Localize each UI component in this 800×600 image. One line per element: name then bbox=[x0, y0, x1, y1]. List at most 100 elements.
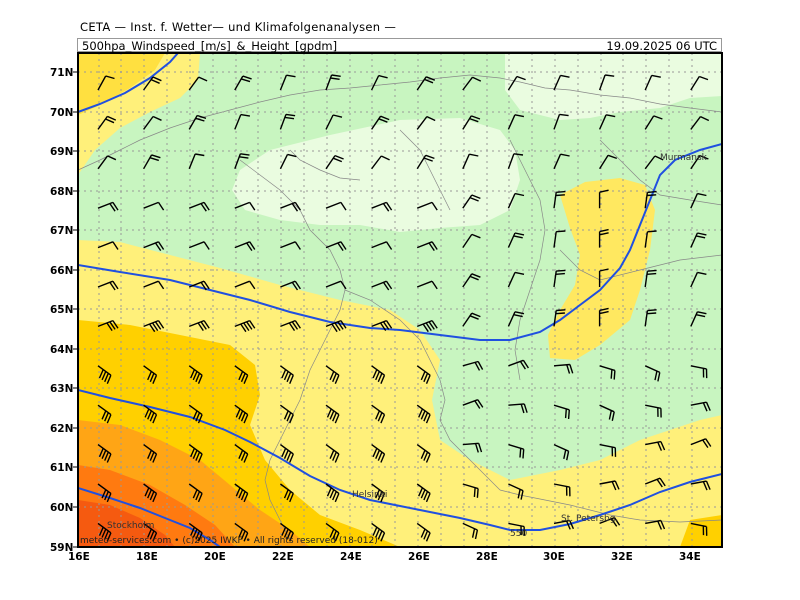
wind-barb bbox=[598, 307, 609, 327]
lat-label-59: 59N bbox=[50, 542, 73, 554]
wind-barb bbox=[416, 201, 438, 211]
wind-barb bbox=[143, 483, 158, 503]
wind-barb bbox=[325, 483, 340, 503]
wind-barb bbox=[598, 268, 609, 287]
wind-barbs bbox=[97, 74, 712, 542]
wind-barb bbox=[97, 404, 112, 424]
wind-barb bbox=[97, 115, 117, 130]
wind-barb bbox=[97, 365, 112, 384]
wind-barb bbox=[644, 269, 657, 288]
wind-barb bbox=[188, 365, 203, 384]
wind-barb bbox=[690, 115, 710, 130]
wind-barb bbox=[143, 404, 158, 424]
lat-label-64: 64N bbox=[50, 344, 73, 356]
wind-barb bbox=[325, 404, 340, 424]
wind-barb bbox=[690, 522, 708, 536]
wind-barb bbox=[553, 74, 570, 91]
wind-barb bbox=[279, 113, 296, 130]
lon-label-20: 20E bbox=[204, 551, 226, 563]
copyright-notice: meteo-services.com • (c)2025 IWKF • All … bbox=[80, 536, 378, 546]
wind-barb bbox=[462, 360, 484, 371]
wind-barb bbox=[143, 241, 165, 251]
contour-label: 550 bbox=[510, 529, 527, 539]
wind-barb bbox=[279, 153, 297, 170]
lat-label-65: 65N bbox=[50, 304, 73, 316]
wind-barb bbox=[416, 522, 431, 542]
wind-barb bbox=[462, 312, 481, 327]
lat-labels: 71N 70N 69N 68N 67N 66N 65N 64N 63N 62N … bbox=[50, 67, 73, 554]
wind-barb bbox=[188, 444, 203, 463]
wind-barb bbox=[462, 483, 479, 498]
wind-barb bbox=[279, 365, 294, 384]
lon-label-16: 16E bbox=[68, 551, 90, 563]
wind-barb bbox=[325, 444, 340, 463]
wind-barb bbox=[371, 155, 390, 170]
wind-barb bbox=[188, 280, 210, 291]
wind-barb bbox=[416, 404, 431, 424]
wind-barb bbox=[97, 319, 119, 331]
wind-barb bbox=[279, 74, 296, 91]
wind-barb bbox=[553, 269, 566, 288]
lat-label-68: 68N bbox=[50, 186, 73, 198]
wind-barb bbox=[143, 115, 162, 130]
wind-barb bbox=[416, 154, 435, 170]
wind-barb bbox=[507, 75, 526, 91]
lat-label-60: 60N bbox=[50, 502, 73, 514]
wind-barb bbox=[97, 241, 119, 250]
wind-barb bbox=[234, 365, 249, 384]
wind-barb bbox=[97, 201, 119, 212]
wind-barb bbox=[325, 74, 341, 91]
wind-barb bbox=[280, 319, 301, 331]
wind-barb bbox=[690, 75, 709, 91]
wind-barb bbox=[462, 153, 479, 170]
wind-barb bbox=[416, 76, 436, 91]
wind-barb bbox=[645, 404, 662, 418]
wind-barb bbox=[188, 483, 203, 503]
wind-barb bbox=[325, 280, 347, 290]
wind-barb bbox=[507, 192, 525, 209]
place-murmansk: Murmansk bbox=[660, 153, 708, 163]
wind-barb bbox=[325, 201, 347, 211]
wind-barb bbox=[644, 365, 661, 382]
wind-barb bbox=[462, 194, 481, 209]
wind-barb bbox=[188, 241, 210, 250]
wind-barb bbox=[234, 483, 249, 503]
wind-barb bbox=[143, 444, 158, 463]
contour-south-1 bbox=[78, 389, 722, 531]
wind-barb bbox=[644, 309, 657, 327]
wind-barb bbox=[279, 404, 294, 424]
wind-barb bbox=[507, 153, 524, 170]
wind-barb bbox=[279, 522, 294, 542]
wind-barb bbox=[371, 319, 393, 331]
place-helsinki: Helsinki bbox=[352, 490, 387, 500]
wind-barb bbox=[143, 365, 158, 384]
wind-barb bbox=[599, 404, 615, 421]
wind-barb bbox=[370, 74, 388, 91]
wind-barb bbox=[553, 230, 566, 248]
wind-barb bbox=[188, 201, 210, 212]
lon-label-32: 32E bbox=[611, 551, 633, 563]
grid bbox=[78, 53, 722, 547]
wind-barb bbox=[553, 113, 569, 130]
wind-barb bbox=[598, 114, 616, 130]
wind-barb bbox=[690, 232, 707, 248]
wind-barb bbox=[690, 192, 707, 209]
wind-barb bbox=[462, 522, 479, 540]
wind-barb bbox=[188, 319, 210, 331]
wind-barb bbox=[234, 404, 249, 424]
fill-very-light-green-north bbox=[505, 53, 722, 120]
wind-barb bbox=[553, 190, 566, 209]
wind-barb bbox=[507, 311, 525, 327]
wind-barb bbox=[188, 522, 203, 542]
lat-label-71: 71N bbox=[50, 67, 73, 79]
wind-barb bbox=[690, 365, 708, 379]
wind-barb bbox=[598, 228, 609, 248]
wind-barb bbox=[279, 444, 294, 463]
wind-barb bbox=[553, 153, 570, 170]
place-stockholm: Stockholm bbox=[107, 521, 154, 531]
map-datetime: 19.09.2025 06 UTC bbox=[606, 39, 717, 53]
wind-barb bbox=[97, 522, 112, 542]
place-st-petersburg: St. Petersbg. bbox=[561, 514, 618, 524]
wind-barb bbox=[553, 443, 570, 461]
